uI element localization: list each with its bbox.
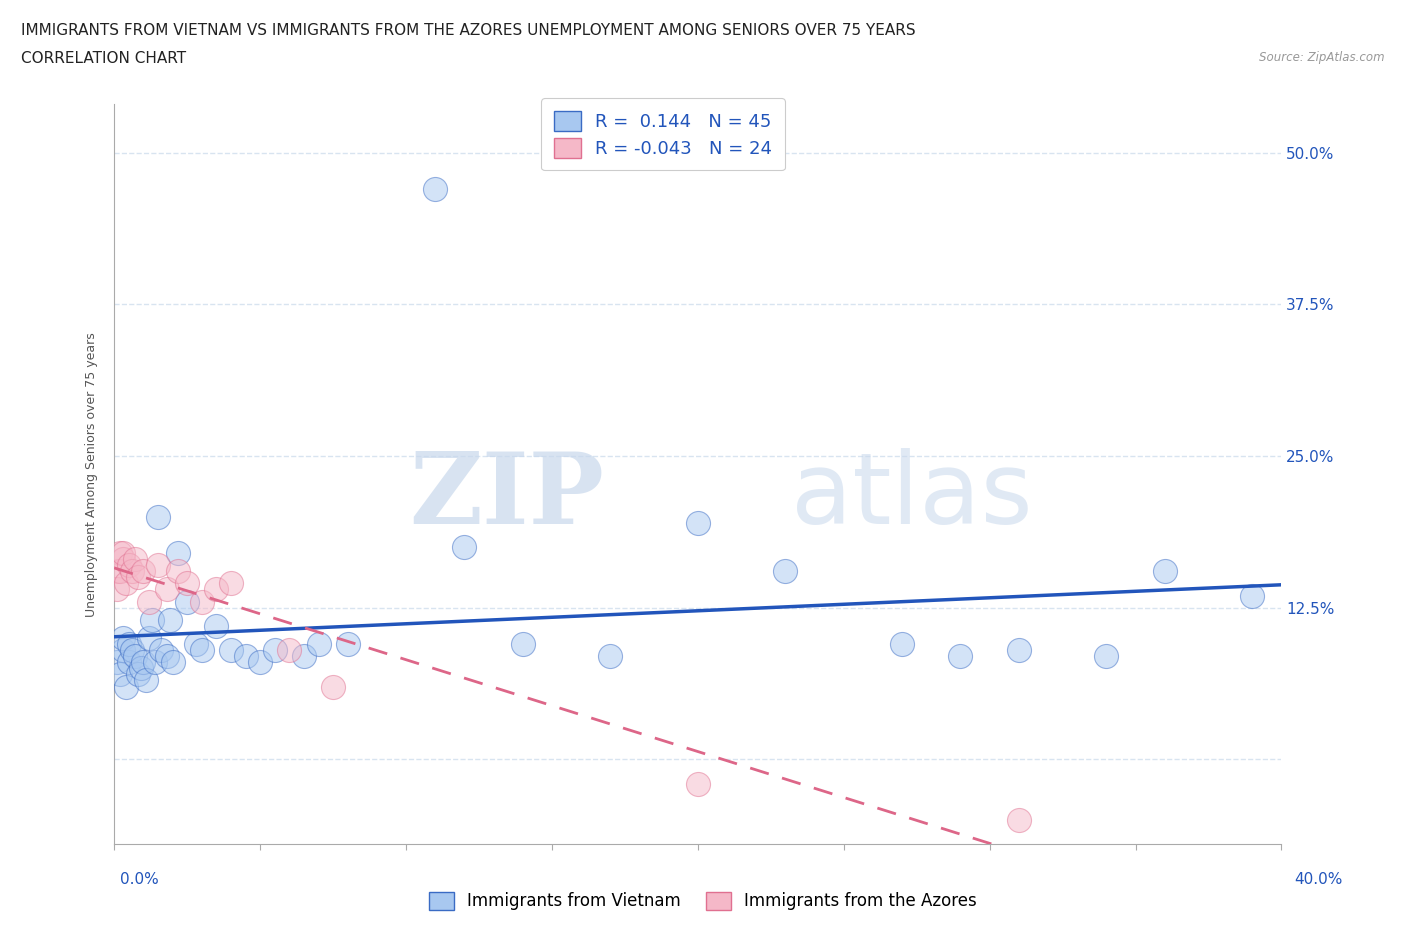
Point [124,551,146,566]
Point [118,655,141,670]
Point [112,631,135,645]
Point [1008,643,1031,658]
Point [1241,588,1264,603]
Point [1095,649,1118,664]
Point [162,655,184,670]
Point [167,564,190,578]
Point [453,539,475,554]
Point [112,551,135,566]
Point [949,649,972,664]
Point [146,558,169,573]
Point [156,649,179,664]
Point [205,582,228,597]
Point [118,637,141,652]
Point [292,649,315,664]
Point [599,649,621,664]
Point [156,582,179,597]
Text: IMMIGRANTS FROM VIETNAM VS IMMIGRANTS FROM THE AZORES UNEMPLOYMENT AMONG SENIORS: IMMIGRANTS FROM VIETNAM VS IMMIGRANTS FR… [21,23,915,38]
Point [184,637,207,652]
Point [121,564,143,578]
Point [1153,564,1175,578]
Text: CORRELATION CHART: CORRELATION CHART [21,51,186,66]
Point [191,594,214,609]
Point [115,679,138,694]
Point [308,637,330,652]
Point [132,655,155,670]
Point [191,643,214,658]
Point [205,618,228,633]
Text: Source: ZipAtlas.com: Source: ZipAtlas.com [1260,51,1385,64]
Point [235,649,257,664]
Point [124,649,146,664]
Point [105,655,128,670]
Point [135,673,157,688]
Point [108,564,131,578]
Text: 0.0%: 0.0% [120,872,159,887]
Legend: R =  0.144   N = 45, R = -0.043   N = 24: R = 0.144 N = 45, R = -0.043 N = 24 [541,99,785,170]
Text: atlas: atlas [792,448,1033,545]
Point [127,570,149,585]
Point [686,515,709,530]
Legend: Immigrants from Vietnam, Immigrants from the Azores: Immigrants from Vietnam, Immigrants from… [422,885,984,917]
Point [322,679,344,694]
Point [108,667,131,682]
Point [105,564,128,578]
Point [143,655,166,670]
Point [121,643,143,658]
Point [129,661,152,676]
Point [159,612,181,627]
Point [891,637,914,652]
Point [138,631,160,645]
Point [219,643,242,658]
Point [146,510,169,525]
Point [263,643,285,658]
Point [141,612,163,627]
Point [149,643,172,658]
Point [219,576,242,591]
Point [249,655,271,670]
Point [115,576,138,591]
Point [118,558,141,573]
Point [127,667,149,682]
Point [176,576,198,591]
Text: ZIP: ZIP [409,448,605,545]
Point [686,777,709,791]
Y-axis label: Unemployment Among Seniors over 75 years: Unemployment Among Seniors over 75 years [86,332,98,617]
Point [336,637,359,652]
Point [167,546,190,561]
Point [138,594,160,609]
Point [176,594,198,609]
Point [425,181,447,196]
Point [1008,813,1031,828]
Point [105,582,128,597]
Point [132,564,155,578]
Point [512,637,534,652]
Point [112,643,135,658]
Point [112,546,135,561]
Text: 40.0%: 40.0% [1295,872,1343,887]
Point [775,564,797,578]
Point [108,546,131,561]
Point [278,643,301,658]
